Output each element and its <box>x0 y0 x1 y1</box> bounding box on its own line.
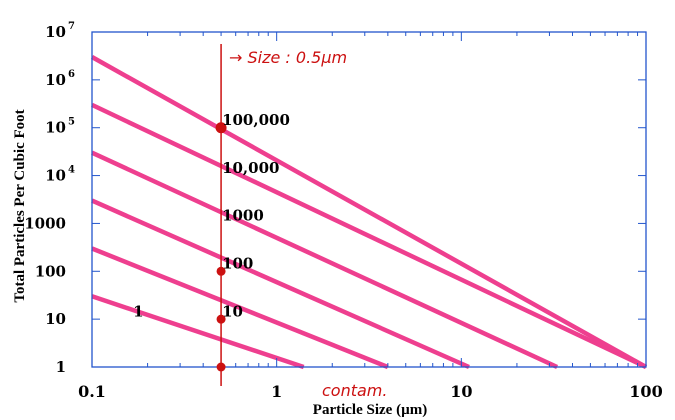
series-line <box>91 102 647 370</box>
marked-point <box>215 122 227 134</box>
series-labels: 1 10 100 1000 10,000 100,000 <box>133 111 290 320</box>
y-axis-title: Total Particles Per Cubic Foot <box>12 109 28 302</box>
series-lines <box>90 55 648 370</box>
series-line <box>91 294 305 370</box>
y-tick-exponent: 4 <box>68 165 75 176</box>
series-label: 10,000 <box>222 159 279 177</box>
y-tick-label: 10 <box>45 310 66 328</box>
y-tick-exponent: 7 <box>68 21 75 32</box>
series-label: 1000 <box>222 207 264 225</box>
contam-annotation: contam. <box>322 381 387 400</box>
y-tick-exponent: 6 <box>68 69 75 80</box>
series-label: 10 <box>222 302 243 320</box>
marked-point <box>216 362 226 372</box>
x-tick-label: 10 <box>450 382 472 401</box>
series-label: 100 <box>222 254 253 272</box>
marked-point <box>216 314 226 324</box>
y-tick-label: 10 <box>45 167 66 185</box>
y-tick-exponent: 5 <box>68 117 75 128</box>
x-axis-title: Particle Size (µm) <box>313 402 427 418</box>
size-annotation: → Size : 0.5µm <box>229 48 347 67</box>
series-line <box>91 150 559 370</box>
y-tick-label: 100 <box>35 262 66 280</box>
axis-ticks <box>91 31 647 368</box>
reference-layer <box>215 44 227 386</box>
series-label: 1 <box>133 302 143 320</box>
plot-border <box>91 31 647 368</box>
series-line <box>90 55 648 369</box>
y-tick-label: 10 <box>45 23 66 41</box>
series-line <box>91 246 389 370</box>
series-label: 100,000 <box>222 111 290 129</box>
x-tick-label: 100 <box>629 382 662 401</box>
y-tick-label: 10 <box>45 71 66 89</box>
x-tick-label: 1 <box>271 382 282 401</box>
series-line <box>91 198 470 370</box>
y-tick-label: 1000 <box>24 214 66 232</box>
marked-point <box>216 266 226 276</box>
y-tick-label: 1 <box>56 358 66 376</box>
y-tick-label: 10 <box>45 119 66 137</box>
x-tick-label: 0.1 <box>78 382 106 401</box>
plot-frame <box>91 31 647 368</box>
